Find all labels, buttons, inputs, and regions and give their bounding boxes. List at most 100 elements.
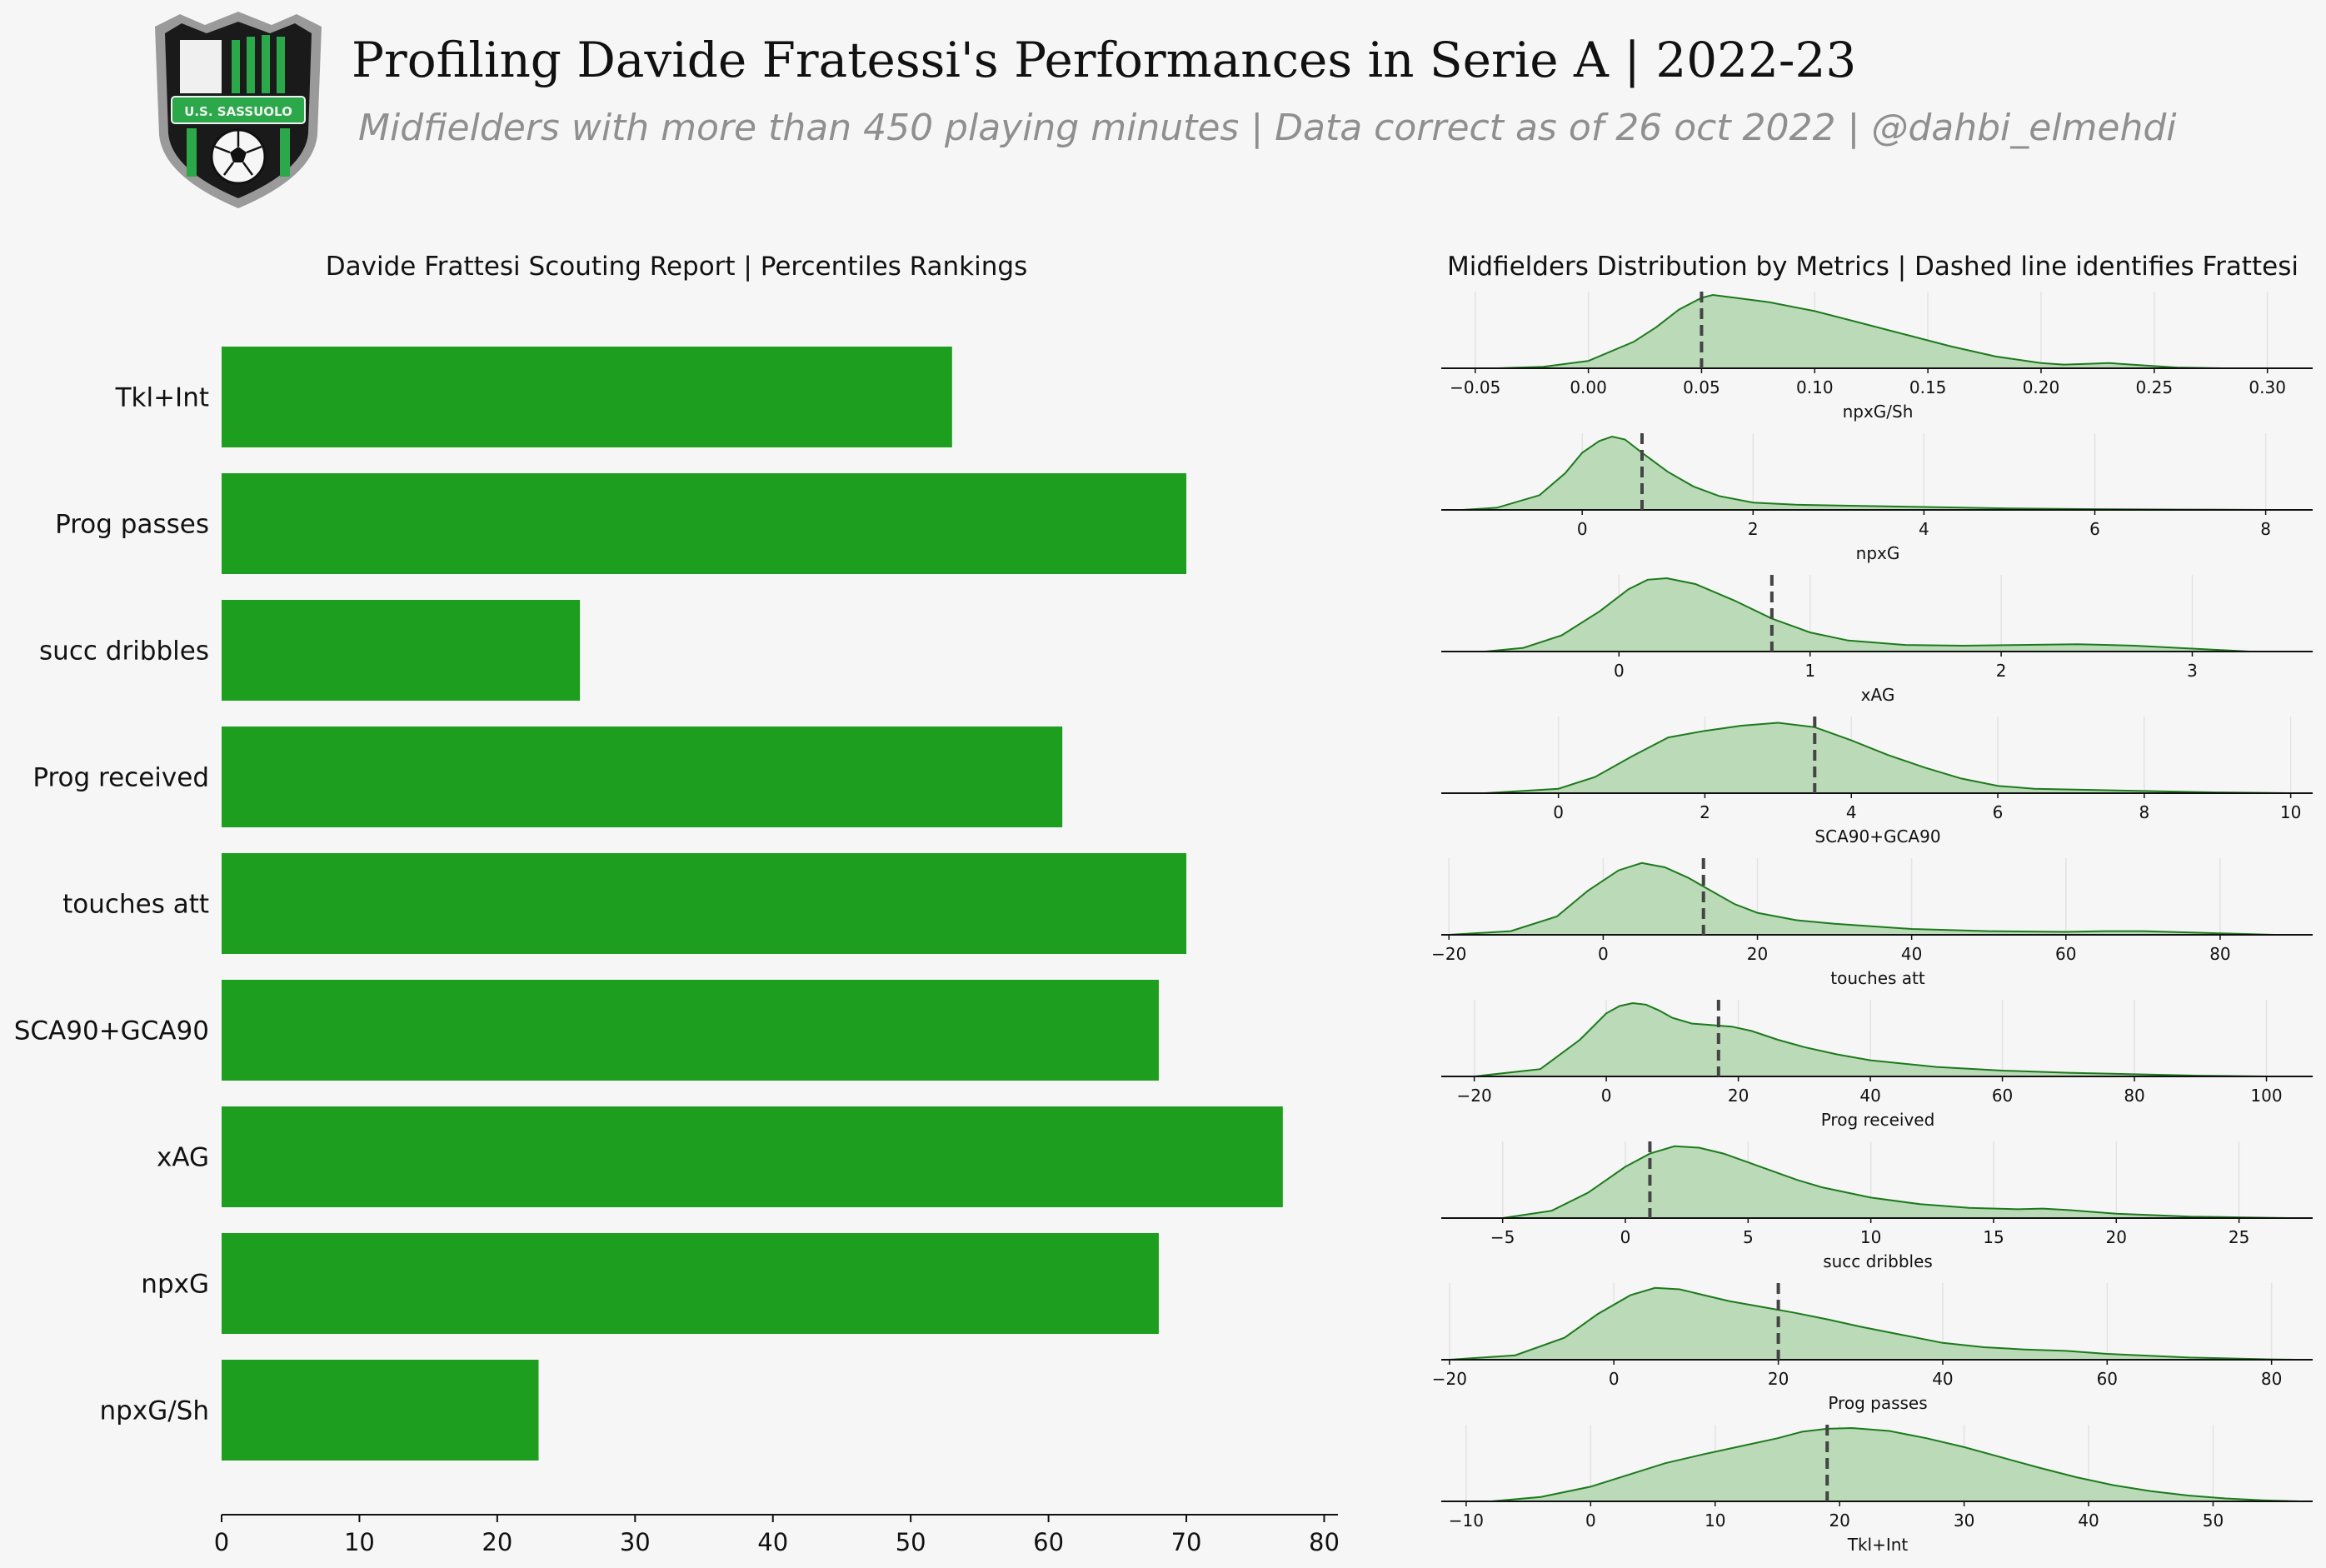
kde-panel-npxg: 0 2 4 6 8 npxG bbox=[1441, 433, 2313, 563]
kde-area bbox=[1462, 437, 2266, 510]
bar-category-label: Prog received bbox=[32, 763, 209, 793]
bar-category-label: touches att bbox=[62, 890, 209, 920]
distribution-charts: Midfielders Distribution by Metrics | Da… bbox=[1431, 252, 2313, 1555]
bar-x-tick-label: 70 bbox=[1171, 1528, 1202, 1556]
kde-x-tick-label: 0 bbox=[1553, 802, 1564, 822]
kde-x-tick-label: 0.05 bbox=[1683, 377, 1720, 397]
kde-x-tick-label: 0.30 bbox=[2249, 377, 2286, 397]
kde-x-tick-label: −10 bbox=[1449, 1511, 1484, 1531]
kde-x-tick-label: 0 bbox=[1609, 1369, 1620, 1389]
kde-x-tick-label: 20 bbox=[1768, 1369, 1789, 1389]
kde-x-tick-label: 40 bbox=[1901, 944, 1922, 964]
sassuolo-crest-logo: U.S. SASSUOLO bbox=[155, 12, 322, 208]
kde-x-tick-label: 50 bbox=[2203, 1511, 2224, 1531]
kde-x-tick-label: 20 bbox=[2106, 1227, 2127, 1247]
kde-panel-sca90-gca90: 0 2 4 6 8 10 SCA90+GCA90 bbox=[1441, 717, 2313, 846]
kde-area bbox=[1490, 1428, 2301, 1501]
kde-area bbox=[1497, 295, 2223, 368]
kde-x-tick-label: 10 bbox=[2280, 802, 2301, 822]
kde-x-tick-label: 60 bbox=[2055, 944, 2076, 964]
kde-metric-label: npxG bbox=[1856, 543, 1900, 563]
bar-x-tick-label: 60 bbox=[1033, 1528, 1064, 1556]
kde-x-tick-label: 40 bbox=[2078, 1511, 2099, 1531]
kde-x-tick-label: 2 bbox=[1996, 661, 2007, 681]
bar-chart-title: Davide Frattesi Scouting Report | Percen… bbox=[326, 252, 1027, 282]
kde-x-tick-label: 25 bbox=[2229, 1227, 2249, 1247]
page-subtitle: Midfielders with more than 450 playing m… bbox=[358, 107, 2177, 149]
bar-x-tick-label: 20 bbox=[482, 1528, 512, 1556]
kde-metric-label: xAG bbox=[1861, 685, 1895, 705]
kde-metric-label: Prog received bbox=[1821, 1110, 1935, 1130]
kde-x-tick-label: 0 bbox=[1577, 519, 1588, 539]
kde-x-tick-label: 4 bbox=[1919, 519, 1929, 539]
kde-panel-prog-passes: −20 0 20 40 60 80 Prog passes bbox=[1432, 1283, 2313, 1413]
kde-curve bbox=[1485, 722, 2291, 794]
kde-area bbox=[1502, 1146, 2289, 1218]
kde-panel-npxg-sh: −0.05 0.00 0.05 0.10 0.15 0.20 0.25 0.30 npxG/Sh bbox=[1441, 292, 2313, 422]
kde-curve bbox=[1502, 1145, 2289, 1219]
kde-x-tick-label: −5 bbox=[1490, 1227, 1515, 1247]
bar-category-label: npxG/Sh bbox=[100, 1396, 209, 1426]
kde-panel-tkl-int: −10 0 10 20 30 40 50 Tkl+Int bbox=[1441, 1425, 2313, 1555]
bar-category-label: Prog passes bbox=[55, 510, 209, 540]
bar-category-label: SCA90+GCA90 bbox=[14, 1016, 209, 1046]
kde-x-tick-label: 40 bbox=[1859, 1086, 1880, 1106]
kde-x-tick-label: 10 bbox=[1860, 1227, 1881, 1247]
bar-x-tick-label: 10 bbox=[344, 1528, 375, 1556]
kde-area bbox=[1485, 578, 2250, 652]
kde-x-tick-label: 4 bbox=[1846, 802, 1857, 822]
bar-touches-att bbox=[222, 853, 1187, 954]
kde-x-tick-label: 80 bbox=[2261, 1369, 2282, 1389]
kde-x-tick-label: 10 bbox=[1705, 1511, 1725, 1531]
kde-x-tick-label: 40 bbox=[1932, 1369, 1953, 1389]
kde-x-tick-label: 3 bbox=[2187, 661, 2198, 681]
kde-panel-touches-att: −20 0 20 40 60 80 touches att bbox=[1431, 858, 2313, 988]
bar-x-tick-label: 40 bbox=[757, 1528, 788, 1556]
kde-curve bbox=[1497, 293, 2223, 369]
kde-x-tick-label: −20 bbox=[1457, 1086, 1492, 1106]
bar-x-tick-label: 50 bbox=[896, 1528, 926, 1556]
kde-area bbox=[1485, 722, 2291, 793]
kde-x-tick-label: 0.15 bbox=[1909, 377, 1947, 397]
bar-prog-passes bbox=[222, 473, 1187, 574]
kde-panel-prog-received: −20 0 20 40 60 80 100 Prog received bbox=[1441, 1000, 2313, 1130]
kde-x-tick-label: 0.00 bbox=[1570, 377, 1607, 397]
kde-x-tick-label: 2 bbox=[1700, 802, 1710, 822]
bar-x-tick-label: 80 bbox=[1309, 1528, 1340, 1556]
kde-x-tick-label: 8 bbox=[2260, 519, 2271, 539]
kde-x-tick-label: 20 bbox=[1829, 1511, 1849, 1531]
kde-x-tick-label: 8 bbox=[2139, 802, 2149, 822]
percentile-bar-chart: Davide Frattesi Scouting Report | Percen… bbox=[14, 252, 1340, 1556]
bar-sca90-gca90 bbox=[222, 980, 1159, 1081]
kde-metric-label: Tkl+Int bbox=[1847, 1535, 1909, 1555]
kde-x-tick-label: 0 bbox=[1620, 1227, 1631, 1247]
kde-x-tick-label: 80 bbox=[2124, 1086, 2144, 1106]
kde-curve bbox=[1490, 1426, 2301, 1502]
bar-npxg-sh bbox=[222, 1360, 539, 1461]
kde-x-tick-label: −0.05 bbox=[1450, 377, 1500, 397]
bar-succ-dribbles bbox=[222, 600, 581, 701]
kde-metric-label: succ dribbles bbox=[1823, 1251, 1933, 1271]
kde-x-tick-label: 80 bbox=[2209, 944, 2230, 964]
kde-area bbox=[1449, 1287, 2297, 1360]
kde-metric-label: SCA90+GCA90 bbox=[1814, 826, 1940, 846]
kde-x-tick-label: −20 bbox=[1432, 1369, 1467, 1389]
kde-x-tick-label: −20 bbox=[1431, 944, 1466, 964]
kde-x-tick-label: 0 bbox=[1585, 1511, 1596, 1531]
kde-curve bbox=[1449, 861, 2274, 936]
kde-curve bbox=[1474, 1001, 2267, 1077]
bar-xag bbox=[222, 1106, 1283, 1207]
kde-x-tick-label: 5 bbox=[1743, 1227, 1754, 1247]
kde-area bbox=[1474, 1003, 2267, 1076]
bar-npxg bbox=[222, 1233, 1159, 1334]
kde-x-tick-label: 0 bbox=[1601, 1086, 1612, 1106]
kde-x-tick-label: 15 bbox=[1983, 1227, 2004, 1247]
kde-x-tick-label: 60 bbox=[1992, 1086, 2013, 1106]
bar-tkl-int bbox=[222, 347, 952, 447]
kde-x-tick-label: 2 bbox=[1748, 519, 1759, 539]
bar-category-label: xAG bbox=[157, 1143, 209, 1173]
bar-x-tick-label: 30 bbox=[620, 1528, 651, 1556]
kde-x-tick-label: 0 bbox=[1598, 944, 1609, 964]
bar-category-label: succ dribbles bbox=[39, 637, 209, 667]
